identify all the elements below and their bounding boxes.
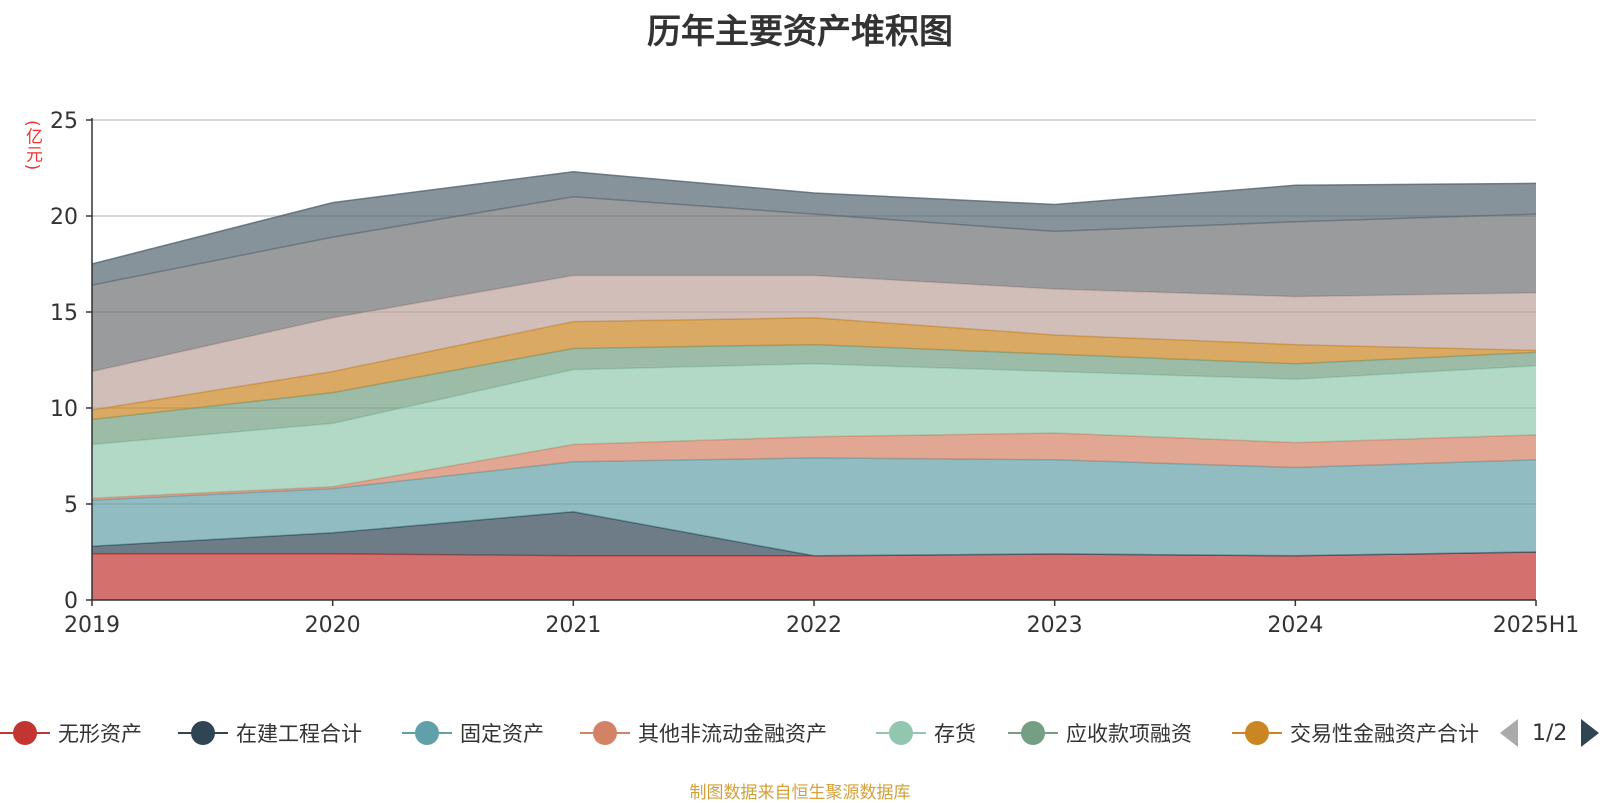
source-note: 制图数据来自恒生聚源数据库 [689, 783, 911, 803]
legend-marker-icon [580, 718, 630, 748]
y-tick-label: 0 [64, 589, 78, 614]
legend-marker-icon [0, 718, 50, 748]
area-series-10 [92, 171, 1536, 286]
area-series-1 [92, 552, 1536, 600]
legend: 无形资产 在建工程合计 固定资产 其他非流动金融资产 存货 应收款项融资 交易性金融资产合计 [0, 713, 1600, 753]
area-series-4 [92, 433, 1536, 501]
area-series-9 [92, 196, 1536, 372]
area-series-3 [92, 457, 1536, 556]
legend-label: 固定资产 [460, 722, 544, 746]
legend-item-3[interactable]: 固定资产 [402, 713, 544, 753]
chart-title: 历年主要资产堆积图 [647, 12, 953, 52]
y-axis-unit-label: (亿元) [22, 120, 42, 172]
legend-item-6[interactable]: 应收款项融资 [1008, 713, 1192, 753]
legend-label: 应收款项融资 [1066, 722, 1192, 746]
line-series-10 [91, 171, 1537, 265]
y-tick-label: 10 [50, 397, 78, 422]
legend-item-7[interactable]: 交易性金融资产合计 [1232, 713, 1479, 753]
legend-next-page-icon[interactable] [1581, 719, 1600, 747]
legend-item-5[interactable]: 存货 [876, 713, 976, 753]
area-series-7 [92, 317, 1536, 420]
legend-pager: 1/2 [1500, 713, 1600, 753]
legend-marker-icon [876, 718, 926, 748]
legend-label: 在建工程合计 [236, 722, 362, 746]
legend-label: 其他非流动金融资产 [638, 722, 827, 746]
x-tick-label: 2021 [545, 613, 601, 638]
area-series-6 [92, 344, 1536, 445]
x-tick-label: 2025H1 [1493, 613, 1580, 638]
legend-label: 无形资产 [58, 722, 142, 746]
legend-item-4[interactable]: 其他非流动金融资产 [580, 713, 827, 753]
legend-page-indicator: 1/2 [1532, 720, 1568, 746]
stacked-area-chart: 0 5 10 15 20 25 2019 2020 2021 2022 2023 2024 2025H1 [50, 109, 1580, 638]
legend-marker-icon [178, 718, 228, 748]
y-tick-label: 15 [50, 301, 78, 326]
x-tick-label: 2024 [1267, 613, 1323, 638]
legend-label: 存货 [934, 722, 976, 746]
legend-marker-icon [1232, 718, 1282, 748]
y-tick-label: 5 [64, 493, 78, 518]
legend-item-2[interactable]: 在建工程合计 [178, 713, 362, 753]
area-series-8 [92, 275, 1536, 410]
legend-prev-page-icon[interactable] [1500, 719, 1518, 747]
area-series-5 [92, 363, 1536, 499]
x-tick-label: 2022 [786, 613, 842, 638]
legend-item-1[interactable]: 无形资产 [0, 713, 142, 753]
y-tick-label: 25 [50, 109, 78, 134]
y-tick-label: 20 [50, 205, 78, 230]
x-tick-label: 2023 [1027, 613, 1083, 638]
legend-label: 交易性金融资产合计 [1290, 722, 1479, 746]
legend-marker-icon [1008, 718, 1058, 748]
x-tick-label: 2020 [305, 613, 361, 638]
legend-marker-icon [402, 718, 452, 748]
x-tick-label: 2019 [64, 613, 120, 638]
